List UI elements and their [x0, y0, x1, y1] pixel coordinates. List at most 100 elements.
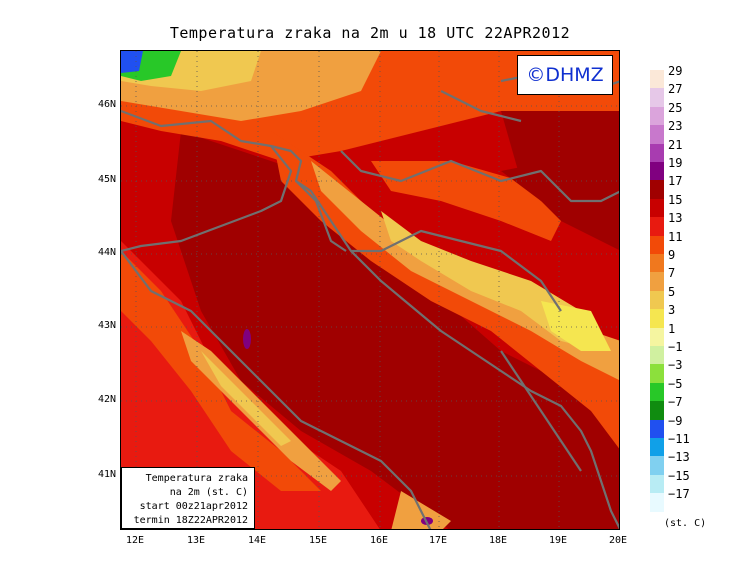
legend-swatch	[650, 419, 664, 438]
legend-entry: −9	[650, 414, 730, 438]
legend-label: 23	[668, 119, 683, 134]
lon-label-14e: 14E	[247, 535, 267, 546]
legend-swatch	[650, 143, 664, 162]
legend-label: 11	[668, 229, 683, 244]
legend-swatch	[650, 493, 664, 512]
field-dinaric-paleyellow	[541, 301, 611, 351]
legend-entry: 17	[650, 174, 730, 199]
legend-entry: −5	[650, 377, 730, 402]
legend-swatch	[650, 235, 664, 254]
legend-label: 25	[668, 100, 683, 115]
legend-swatch	[650, 217, 664, 236]
field-hotspot-west	[243, 329, 251, 349]
legend-swatch	[650, 272, 664, 291]
legend-swatch	[650, 309, 664, 328]
legend-units: (st. C)	[664, 518, 707, 529]
info-box: Temperatura zraka na 2m (st. C) start 00…	[121, 467, 255, 529]
legend-label: 17	[668, 174, 683, 189]
lon-label-15e: 15E	[308, 535, 328, 546]
legend-swatch	[650, 254, 664, 273]
legend-entry: −7	[650, 395, 730, 420]
lon-label-20e: 20E	[608, 535, 628, 546]
info-line-2: na 2m (st. C)	[169, 487, 248, 498]
legend-label: −17	[668, 487, 690, 502]
legend-label: 1	[668, 321, 676, 336]
lon-label-12e: 12E	[125, 535, 145, 546]
info-line-1: Temperatura zraka	[145, 473, 248, 484]
legend-entry: 11	[650, 230, 730, 254]
legend-entry: −11	[650, 432, 730, 457]
legend-swatch	[650, 438, 664, 457]
legend-swatch	[650, 180, 664, 199]
info-line-3: start 00z21apr2012	[139, 501, 248, 512]
legend-entry: 15	[650, 193, 730, 218]
legend-label: 3	[668, 303, 676, 318]
legend-entry: −15	[650, 469, 730, 494]
dhmz-logo: ©DHMZ	[517, 55, 613, 95]
legend-entry: 5	[650, 285, 730, 310]
legend-entry: 25	[650, 101, 730, 126]
lon-label-16e: 16E	[369, 535, 389, 546]
lat-label-45n: 45N	[97, 174, 116, 185]
lat-label-44n: 44N	[97, 247, 116, 258]
legend-swatch	[650, 474, 664, 494]
graticule	[121, 51, 619, 529]
legend-entry: −17	[650, 487, 730, 512]
legend-entry: 1	[650, 322, 730, 346]
coastlines	[121, 69, 619, 529]
lat-label-41n: 41N	[97, 469, 116, 480]
legend-label: −9	[668, 413, 683, 428]
legend-swatch	[650, 401, 664, 420]
legend-label: 15	[668, 192, 683, 207]
legend-entry: −1	[650, 340, 730, 365]
lat-label-46n: 46N	[97, 99, 116, 110]
legend-swatch	[650, 198, 664, 218]
legend-entry: 29	[650, 64, 730, 89]
legend-entry: 21	[650, 138, 730, 162]
legend-entry: −13	[650, 450, 730, 475]
legend-label: −5	[668, 376, 683, 391]
legend-entry: 23	[650, 119, 730, 144]
legend-label: 27	[668, 82, 683, 97]
legend-label: 13	[668, 211, 683, 226]
legend-swatch	[650, 382, 664, 402]
legend-swatch	[650, 346, 664, 365]
legend-entry: 9	[650, 248, 730, 273]
legend-label: 5	[668, 284, 676, 299]
legend-swatch	[650, 70, 664, 89]
legend-entry: 7	[650, 266, 730, 291]
legend-label: 7	[668, 266, 676, 281]
legend-label: −1	[668, 340, 683, 354]
legend-swatch	[650, 364, 664, 383]
legend-entry: 27	[650, 82, 730, 107]
legend-label: −3	[668, 358, 683, 373]
field-alps-blue	[121, 51, 143, 73]
lon-label-17e: 17E	[428, 535, 448, 546]
legend-entry: 19	[650, 156, 730, 181]
map-title: Temperatura zraka na 2m u 18 UTC 22APR20…	[169, 24, 571, 42]
legend-swatch	[650, 290, 664, 310]
temperature-field	[121, 51, 619, 529]
lat-label-43n: 43N	[97, 320, 116, 331]
legend-label: −15	[668, 468, 690, 483]
legend-label: 9	[668, 248, 676, 262]
info-line-4: termin 18Z22APR2012	[133, 515, 248, 526]
lat-label-42n: 42N	[97, 394, 116, 405]
legend-label: 19	[668, 156, 683, 170]
legend-label: −7	[668, 395, 683, 410]
legend-label: −11	[668, 432, 690, 446]
lon-label-13e: 13E	[186, 535, 206, 546]
legend-swatch	[650, 162, 664, 181]
legend-swatch	[650, 88, 664, 107]
field-pannonian-orange	[371, 161, 561, 241]
field-east-hot	[501, 161, 619, 240]
legend-label: 29	[668, 64, 683, 78]
legend-entry: −3	[650, 358, 730, 383]
legend-swatch	[650, 106, 664, 126]
legend-swatch	[650, 456, 664, 475]
lon-label-18e: 18E	[488, 535, 508, 546]
legend-swatch	[650, 327, 664, 346]
legend-label: −13	[668, 450, 690, 465]
legend-label: 21	[668, 137, 683, 152]
lon-label-19e: 19E	[548, 535, 568, 546]
